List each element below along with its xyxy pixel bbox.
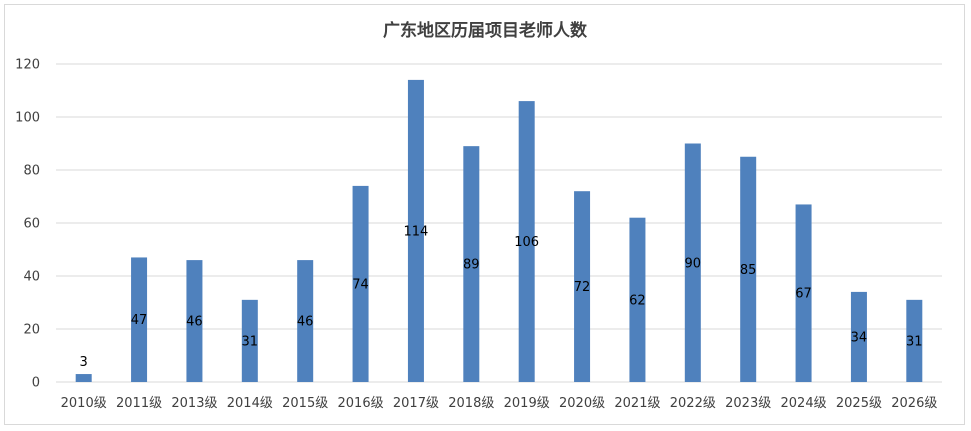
bar [297, 260, 314, 382]
bar [629, 217, 646, 382]
data-label: 31 [242, 334, 259, 349]
x-tick-label: 2018级 [448, 396, 494, 411]
bar [795, 204, 812, 382]
bar [463, 146, 480, 382]
bars [75, 79, 923, 383]
x-tick-label: 2011级 [116, 396, 162, 411]
bar [850, 291, 867, 382]
bar [906, 299, 923, 382]
x-tick-label: 2013级 [171, 396, 217, 411]
y-tick-label: 80 [23, 164, 40, 179]
data-label: 47 [131, 313, 148, 328]
data-label: 46 [186, 315, 203, 330]
y-tick-label: 120 [15, 58, 40, 73]
x-tick-label: 2023级 [725, 396, 771, 411]
x-tick-label: 2020级 [559, 396, 605, 411]
x-tick-label: 2026级 [891, 396, 937, 411]
y-tick-label: 100 [15, 111, 40, 126]
x-axis-tick-labels: 2010级 2011级 2013级 2014级 2015级 2016级 2017级 2018级… [61, 396, 938, 411]
data-label: 62 [629, 293, 646, 308]
bar [131, 257, 148, 382]
data-label: 31 [906, 334, 923, 349]
data-label: 72 [574, 280, 591, 295]
x-tick-label: 2022级 [670, 396, 716, 411]
y-tick-label: 0 [32, 376, 40, 391]
data-label: 67 [795, 287, 812, 302]
bar [407, 79, 424, 383]
bar [684, 143, 701, 382]
bar [740, 156, 757, 382]
data-label: 114 [404, 224, 429, 239]
x-tick-label: 2010级 [61, 396, 107, 411]
bar [518, 101, 535, 382]
gridlines [56, 63, 942, 383]
data-label: 106 [514, 235, 539, 250]
bar [186, 260, 203, 382]
data-label: 46 [297, 315, 314, 330]
data-label: 3 [80, 355, 88, 370]
x-tick-label: 2019级 [504, 396, 550, 411]
x-tick-label: 2015级 [282, 396, 328, 411]
x-tick-label: 2017级 [393, 396, 439, 411]
bar [75, 374, 92, 382]
bar [574, 191, 591, 382]
data-label: 34 [851, 330, 868, 345]
data-label: 89 [463, 258, 480, 273]
bar [241, 299, 258, 382]
x-tick-label: 2014级 [227, 396, 273, 411]
y-tick-label: 60 [23, 217, 40, 232]
y-axis-tick-labels: 0 20 40 60 80 100 120 [15, 58, 40, 391]
data-label: 85 [740, 263, 757, 278]
y-tick-label: 40 [23, 270, 40, 285]
data-labels: 3 47 46 31 46 74 114 89 106 72 62 90 85 67 34 31 [80, 224, 923, 370]
x-tick-label: 2021级 [614, 396, 660, 411]
x-tick-label: 2025级 [836, 396, 882, 411]
x-tick-label: 2016级 [338, 396, 384, 411]
bar [352, 185, 369, 382]
data-label: 74 [352, 277, 369, 292]
x-tick-label: 2024级 [781, 396, 827, 411]
y-tick-label: 20 [23, 323, 40, 338]
chart-title: 广东地区历届项目老师人数 [383, 20, 588, 41]
data-label: 90 [685, 256, 702, 271]
